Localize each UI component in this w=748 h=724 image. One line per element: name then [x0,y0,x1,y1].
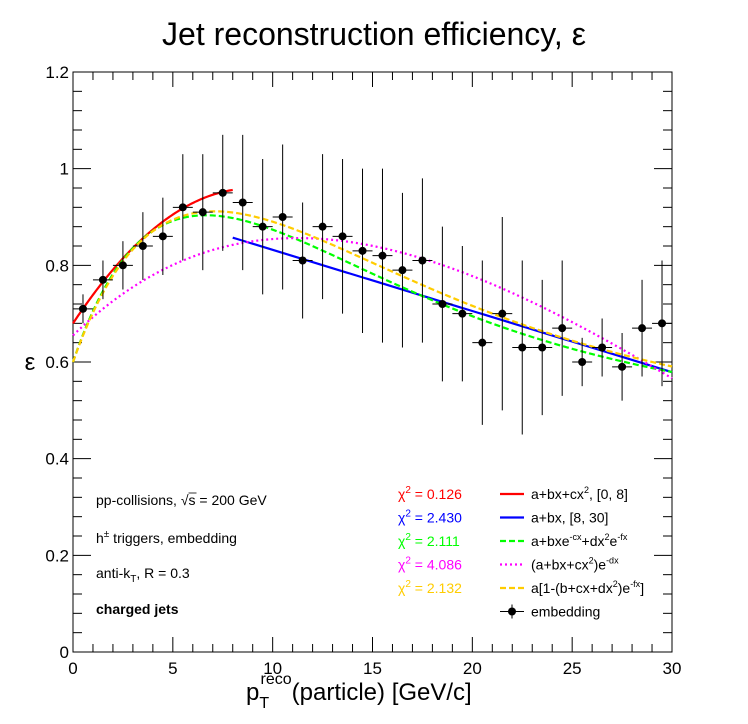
data-point [538,343,547,352]
x-tick-label: 0 [68,659,77,678]
annotation-algorithm-sub: T [130,574,136,585]
fit-curve [232,236,673,374]
data-point [478,338,487,347]
annotation-triggers-tail: triggers, embedding [109,530,237,546]
y-tick-label: 1 [60,160,69,179]
legend-label: (a+bx+cx2)e-dx [531,556,619,573]
x-tick-label: 25 [563,659,582,678]
y-axis-label: ε [25,349,36,376]
data-points [73,134,672,435]
data-point [238,198,247,207]
chi2-value: χ2 = 2.111 [398,532,460,549]
data-point [178,203,187,212]
data-point [418,256,427,265]
legend-label: a+bxe-cx+dx2e-fx [531,532,628,549]
chi2-value: χ2 = 2.430 [398,509,462,526]
chi2-value: χ2 = 2.132 [398,579,462,596]
y-tick-label: 1.2 [45,63,69,82]
data-point [598,343,607,352]
data-point [398,266,407,275]
data-point [338,232,347,241]
data-point [378,251,387,260]
annotation-collisions-s: s = 200 GeV [189,492,268,508]
data-point [458,309,467,318]
annotation-collisions-main: pp-collisions, [96,492,181,508]
data-point [298,256,307,265]
fit-curve [72,236,673,380]
y-tick-label: 0.8 [45,256,69,275]
y-tick-label: 0.6 [45,353,69,372]
fit-curve [71,210,673,368]
data-point [438,300,447,308]
annotation-triggers-main: h [96,530,104,546]
annotation-algorithm-main: anti-k [96,565,131,581]
x-tick-label: 20 [463,659,482,678]
fit-curve [72,188,233,324]
annotation-collisions: pp-collisions, √s = 200 GeV [96,492,267,508]
annotation-jets: charged jets [96,601,179,617]
x-axis-label-main: p [246,679,259,706]
data-point [138,242,147,250]
annotation-triggers-sup: ± [104,529,110,540]
chi2-value: χ2 = 4.086 [398,556,462,573]
legend-label: a+bx+cx2, [0, 8] [531,485,628,502]
annotation-algorithm: anti-kT, R = 0.3 [96,565,190,585]
data-point [638,324,647,333]
x-tick-label: 10 [263,659,282,678]
x-axis-label-tail: (particle) [GeV/c] [292,679,472,706]
data-point [558,324,567,333]
x-tick-label: 15 [363,659,382,678]
fit-curve [71,214,673,374]
data-point [618,362,627,371]
data-point [578,358,587,366]
x-tick-label: 30 [663,659,682,678]
annotation-triggers: h± triggers, embedding [96,529,237,546]
data-point [278,213,287,221]
y-tick-label: 0.4 [45,450,69,469]
data-point [258,222,267,231]
sqrt-symbol: √ [181,492,189,508]
data-point [218,188,227,197]
data-point [358,246,367,255]
data-point [118,261,127,270]
y-tick-label: 0.2 [45,546,69,565]
legend-label: a+bx, [8, 30] [531,510,608,526]
fit-curves [71,188,673,380]
chi2-value: χ2 = 0.126 [398,485,462,502]
chart-title: Jet reconstruction efficiency, ε [162,16,586,52]
x-tick-label: 5 [168,659,177,678]
legend: a+bx+cx2, [0, 8] a+bx, [8, 30] a+bxe-cx+dx… [500,485,644,620]
x-axis-label-sup: reco [261,671,292,688]
data-point [318,222,327,231]
annotation-algorithm-tail: , R = 0.3 [136,565,190,581]
legend-marker-embedding [508,607,516,616]
data-point [198,208,207,217]
legend-label-embedding: embedding [531,604,600,620]
data-point [98,275,107,284]
data-point [658,319,667,328]
x-axis-label: pTreco(particle) [GeV/c] [246,671,472,712]
chi2-values: χ2 = 0.126 χ2 = 2.430 χ2 = 2.111 χ2 = 4.086… [398,485,462,596]
data-point [518,343,527,352]
y-tick-label: 0 [60,643,69,662]
x-axis-label-sub: T [259,695,269,712]
legend-label: a[1-(b+cx+dx2)e-fx] [531,579,644,596]
data-point [498,309,507,318]
data-point [78,304,87,313]
data-point [158,232,167,241]
